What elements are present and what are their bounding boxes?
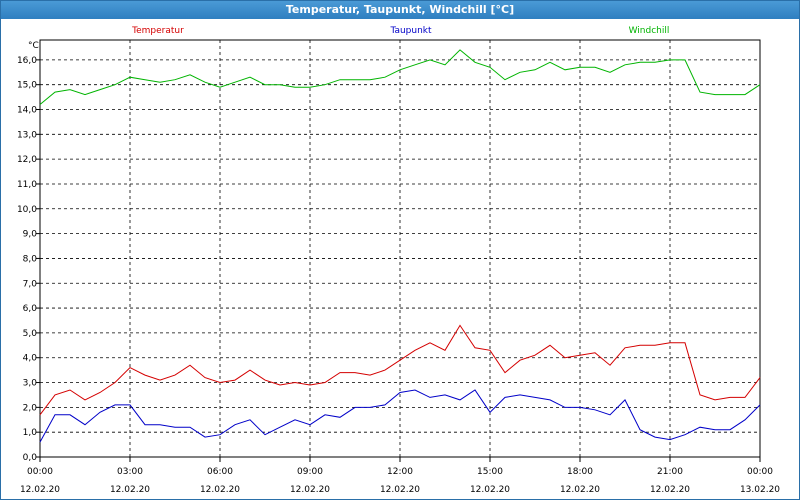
y-tick-label: 1,0 (23, 428, 38, 438)
x-axis-ticks: 00:00 12.02.20 03:00 12.02.20 06:00 12.02.20 0… (20, 457, 780, 495)
y-tick-label: 13,0 (17, 130, 37, 140)
series-line (39, 49, 761, 105)
y-tick-label: 2,0 (23, 403, 38, 413)
x-tick-time-label: 15:00 (477, 467, 503, 477)
legend-entry: Temperatur (131, 26, 184, 36)
x-tick-date-label: 12.02.20 (20, 485, 60, 495)
series-lines (39, 49, 761, 443)
legend-entry: Taupunkt (389, 26, 432, 36)
x-tick-date-label: 13.02.20 (740, 485, 780, 495)
x-tick-date-label: 12.02.20 (290, 485, 330, 495)
x-tick-time-label: 00:00 (27, 467, 53, 477)
x-tick-time-label: 06:00 (207, 467, 233, 477)
y-tick-label: 15,0 (17, 81, 37, 91)
series-line (39, 389, 761, 443)
y-tick-label: 4,0 (23, 354, 38, 364)
y-tick-label: 10,0 (17, 205, 37, 215)
x-tick-time-label: 18:00 (567, 467, 593, 477)
x-tick-date-label: 12.02.20 (110, 485, 150, 495)
y-tick-label: 7,0 (23, 279, 38, 289)
legend-entry: Windchill (629, 26, 670, 36)
x-tick-date-label: 12.02.20 (200, 485, 240, 495)
x-tick-time-label: 03:00 (117, 467, 143, 477)
y-tick-label: 5,0 (23, 329, 38, 339)
y-tick-label: 6,0 (23, 304, 38, 314)
y-tick-label: 16,0 (17, 56, 37, 66)
y-tick-label: 3,0 (23, 379, 38, 389)
y-axis-label: °C (28, 41, 39, 51)
y-tick-label: 14,0 (17, 106, 37, 116)
x-tick-time-label: 00:00 (747, 467, 773, 477)
line-chart: 0,0 1,0 2,0 3,0 4,0 5,0 6,0 7,0 8,0 9,0 10,0 11,0 12… (17, 26, 780, 495)
x-tick-time-label: 12:00 (387, 467, 413, 477)
y-tick-label: 0,0 (23, 453, 38, 463)
x-tick-time-label: 21:00 (657, 467, 683, 477)
x-tick-date-label: 12.02.20 (560, 485, 600, 495)
y-tick-label: 8,0 (23, 254, 38, 264)
x-tick-date-label: 12.02.20 (650, 485, 690, 495)
y-tick-label: 9,0 (23, 230, 38, 240)
series-line (39, 324, 761, 416)
legend: Temperatur Taupunkt Windchill (131, 26, 669, 36)
x-tick-date-label: 12.02.20 (380, 485, 420, 495)
window-title: Temperatur, Taupunkt, Windchill [°C] (1, 1, 799, 19)
x-tick-time-label: 09:00 (297, 467, 323, 477)
x-tick-date-label: 12.02.20 (470, 485, 510, 495)
y-tick-label: 11,0 (17, 180, 37, 190)
y-tick-label: 12,0 (17, 155, 37, 165)
y-axis-ticks: 0,0 1,0 2,0 3,0 4,0 5,0 6,0 7,0 8,0 9,0 10,0 11,0 12… (17, 56, 40, 463)
